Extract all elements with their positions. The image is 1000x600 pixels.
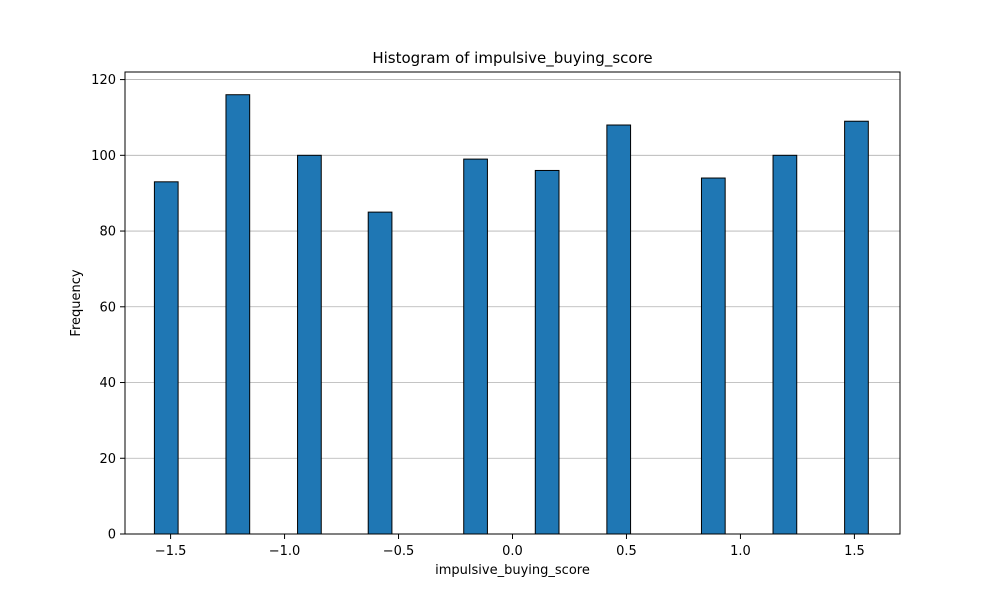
histogram-bar (534, 169, 560, 535)
y-tick-label: 20 (99, 452, 116, 467)
y-axis-label: Frequency (69, 269, 84, 336)
histogram-bar (297, 154, 322, 535)
chart-title: Histogram of impulsive_buying_score (372, 49, 652, 68)
y-tick-label: 60 (99, 300, 116, 315)
histogram-bar (606, 124, 632, 535)
x-tick-label: 1.0 (730, 544, 751, 559)
x-tick-label: 0.5 (616, 544, 637, 559)
x-tick-label: −0.5 (383, 544, 415, 559)
x-axis-label: impulsive_buying_score (435, 563, 590, 578)
x-axis: −1.5 −1.0 −0.5 0.0 0.5 1.0 1.5 (155, 534, 865, 559)
x-tick-label: 0.0 (502, 544, 523, 559)
y-tick-label: 40 (99, 376, 116, 391)
y-tick-label: 0 (108, 528, 116, 543)
histogram-bar (772, 154, 798, 535)
x-tick-label: −1.5 (155, 544, 187, 559)
y-tick-label: 120 (91, 73, 116, 88)
bars (153, 94, 869, 535)
gridlines (125, 79, 900, 459)
y-axis: 0 20 40 60 80 100 120 (91, 73, 125, 543)
y-tick-label: 100 (91, 149, 116, 164)
histogram-bar (225, 94, 251, 535)
histogram-bar (844, 120, 869, 535)
histogram-bar (153, 181, 179, 535)
histogram-bar (367, 211, 393, 535)
histogram-bar (463, 158, 488, 535)
y-tick-label: 80 (99, 225, 116, 240)
histogram-bar (700, 177, 726, 535)
x-tick-label: 1.5 (844, 544, 865, 559)
x-tick-label: −1.0 (269, 544, 301, 559)
